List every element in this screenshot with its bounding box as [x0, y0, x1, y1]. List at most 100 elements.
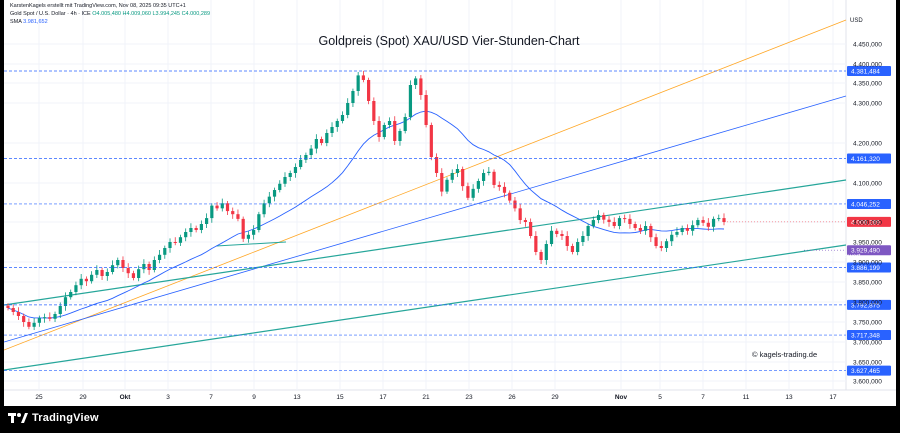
x-tick-label: 17: [829, 394, 837, 401]
x-tick-label: 13: [785, 394, 793, 401]
orange-trendline: [4, 19, 847, 351]
candle: [722, 213, 726, 226]
candle: [116, 257, 120, 269]
sma-legend[interactable]: SMA 3.981,652: [10, 19, 48, 25]
candle: [90, 271, 94, 284]
price-levels: 4.381,484 4.161,320 4.046,252 3.886,199 3.79…: [4, 66, 891, 376]
candle: [591, 216, 595, 229]
candle: [11, 304, 15, 316]
candle: [544, 240, 548, 265]
candle: [414, 76, 418, 89]
crossing-note: Kreuzungswert: [817, 253, 861, 260]
x-tick-label: 5: [658, 394, 662, 401]
candle: [293, 163, 298, 178]
candle: [565, 231, 569, 251]
candle: [194, 225, 198, 233]
sma-label: SMA: [10, 19, 22, 25]
candle: [69, 289, 73, 300]
candle: [299, 155, 303, 170]
candle: [309, 145, 313, 159]
x-tick-label: 3: [166, 394, 170, 401]
time-axis: 25 29 Okt 3 7 9 13 15 17 21 23 26 29 Nov 5 7 11 13 17: [35, 394, 837, 401]
level-line: 4.161,320: [4, 153, 891, 164]
candle: [408, 80, 413, 121]
candle: [481, 169, 486, 186]
candle: [173, 237, 177, 246]
candle: [178, 234, 183, 246]
candle: [450, 169, 454, 183]
sma-line: [7, 110, 725, 319]
chart-plot-area[interactable]: 4.381,484 4.161,320 4.046,252 3.886,199 3.79…: [4, 0, 896, 406]
x-tick-label: 17: [379, 394, 387, 401]
ohlc-high: H4.009,060: [122, 11, 151, 17]
candle: [131, 270, 136, 281]
candle: [283, 172, 287, 187]
candle: [476, 178, 480, 193]
candle: [236, 209, 240, 222]
candle: [48, 312, 52, 322]
candle: [570, 243, 575, 255]
x-tick-label: 11: [743, 394, 750, 401]
candle: [471, 184, 475, 201]
y-tick-label: 4.350,000: [853, 81, 882, 88]
level-label: 3.627,465: [851, 368, 880, 375]
level-line: 3.886,199: [4, 262, 891, 273]
currency-label: USD: [850, 18, 863, 24]
candle: [502, 182, 507, 198]
candle: [204, 213, 209, 228]
candle: [121, 256, 125, 272]
chart-svg[interactable]: 4.381,484 4.161,320 4.046,252 3.886,199 3.79…: [4, 0, 896, 406]
candle: [387, 117, 392, 129]
x-tick-label: 9: [252, 394, 256, 401]
candle: [398, 128, 402, 146]
candle: [361, 70, 365, 83]
tradingview-logo[interactable]: TradingView: [8, 412, 99, 424]
candle: [225, 200, 230, 215]
x-tick-label: 29: [551, 394, 559, 401]
candle: [137, 265, 141, 282]
candle: [304, 152, 308, 163]
x-tick-label: 15: [336, 394, 344, 401]
x-tick-label: 23: [465, 394, 473, 401]
symbol-name[interactable]: Gold Spot / U.S. Dollar · 4h · ICE: [10, 11, 91, 17]
candle: [654, 233, 658, 249]
chart-title: Goldpreis (Spot) XAU/USD Vier-Stunden-Ch…: [319, 34, 581, 48]
candle: [53, 311, 57, 322]
y-tick-label: 3.850,000: [853, 280, 882, 287]
x-tick-label: 29: [79, 394, 87, 401]
candle: [440, 168, 444, 197]
candle: [466, 182, 470, 201]
candle: [664, 238, 669, 252]
candle: [696, 217, 700, 228]
candle: [189, 223, 193, 237]
candle: [419, 75, 423, 100]
candle: [84, 276, 88, 286]
candle: [351, 88, 355, 107]
candle: [602, 212, 606, 224]
candle: [617, 215, 622, 230]
candle: [63, 292, 68, 311]
sma-polyline: [7, 110, 725, 319]
candle: [142, 259, 146, 274]
candle: [157, 250, 162, 264]
current-price: 4.000,289: [724, 216, 891, 227]
y-tick-label: 3.950,000: [853, 240, 882, 247]
y-tick-label: 4.100,000: [853, 181, 882, 188]
candle: [638, 224, 642, 234]
candle: [16, 307, 21, 320]
candle: [670, 231, 674, 246]
candle: [147, 261, 151, 275]
y-tick-label: 4.200,000: [853, 141, 882, 148]
candle: [42, 313, 47, 323]
footer-bar: TradingView: [4, 406, 896, 433]
candle: [586, 223, 590, 241]
candle: [346, 98, 350, 119]
candle: [529, 218, 533, 239]
candle: [27, 318, 31, 330]
candle: [429, 122, 433, 161]
candle: [215, 202, 219, 211]
x-tick-label: 26: [508, 394, 516, 401]
candle: [623, 214, 627, 223]
watermark: © kagels-trading.de: [752, 350, 817, 359]
